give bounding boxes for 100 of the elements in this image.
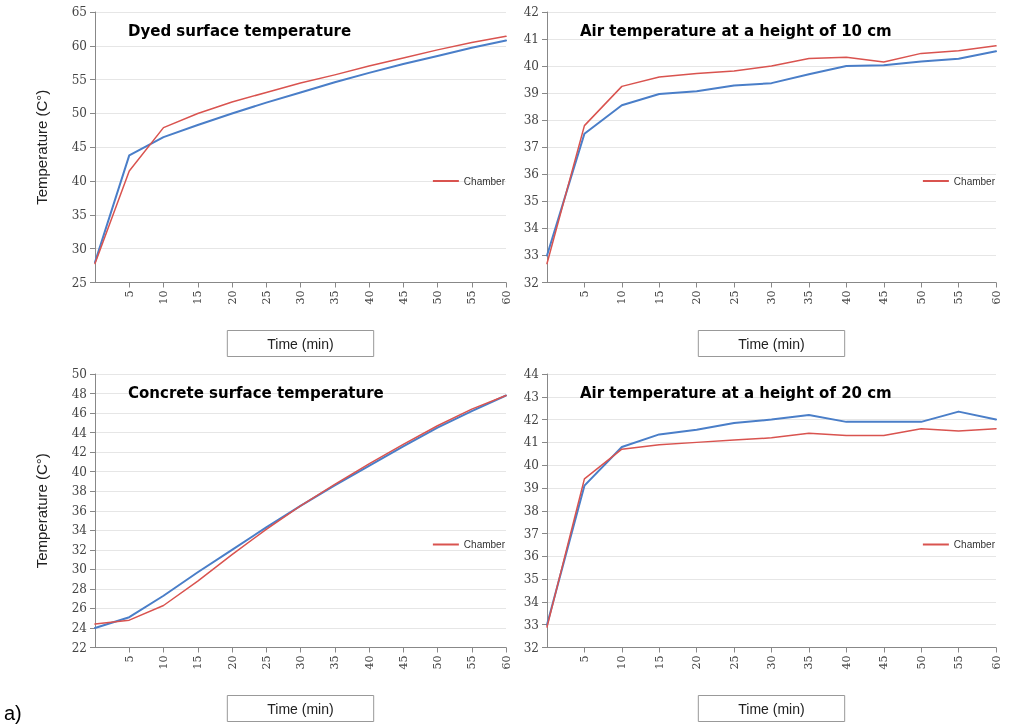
x-tick-label: 50 xyxy=(914,290,928,305)
x-tick-label: 55 xyxy=(952,655,966,670)
y-tick-label: 44 xyxy=(523,367,540,381)
x-tick-label: 30 xyxy=(765,655,778,670)
x-tick-label: 25 xyxy=(727,290,741,305)
y-tick-label: 33 xyxy=(523,617,539,632)
y-tick-label: 26 xyxy=(71,601,87,616)
y-axis-title: Temperature (C°) xyxy=(33,89,50,205)
y-tick-label: 30 xyxy=(71,562,87,577)
y-tick-label: 40 xyxy=(71,174,87,189)
x-tick-label: 25 xyxy=(727,655,741,670)
y-tick-label: 35 xyxy=(523,194,539,209)
x-tick-label: 25 xyxy=(259,655,273,670)
x-tick-label: 15 xyxy=(652,655,666,670)
x-tick-label: 5 xyxy=(122,290,136,298)
y-tick-label: 22 xyxy=(71,640,87,655)
y-tick-label: 50 xyxy=(71,106,87,121)
x-tick-label: 30 xyxy=(294,290,307,305)
x-axis-title: Time (min) xyxy=(267,700,334,717)
y-tick-label: 36 xyxy=(523,549,539,564)
x-tick-label: 45 xyxy=(396,290,410,305)
x-tick-label: 45 xyxy=(877,655,891,670)
x-tick-label: 5 xyxy=(122,655,136,663)
y-tick-label: 34 xyxy=(523,594,540,609)
x-tick-label: 25 xyxy=(259,290,273,305)
x-tick-label: 20 xyxy=(690,655,704,670)
x-tick-label: 60 xyxy=(499,290,513,305)
y-tick-label: 45 xyxy=(71,140,87,155)
x-tick-label: 35 xyxy=(802,655,816,670)
y-tick-label: 38 xyxy=(71,484,87,499)
y-tick-label: 37 xyxy=(523,526,539,541)
x-tick-label: 10 xyxy=(157,290,170,305)
y-tick-label: 34 xyxy=(523,221,540,236)
y-tick-label: 43 xyxy=(523,389,539,404)
y-tick-label: 38 xyxy=(523,503,539,518)
x-axis-title: Time (min) xyxy=(267,335,334,352)
y-tick-label: 42 xyxy=(523,5,539,19)
y-tick-label: 37 xyxy=(523,140,539,155)
x-tick-label: 10 xyxy=(615,290,629,305)
x-tick-label: 15 xyxy=(652,290,666,305)
x-tick-label: 20 xyxy=(690,290,704,305)
y-tick-label: 36 xyxy=(523,167,539,182)
y-tick-label: 65 xyxy=(71,5,87,19)
y-tick-label: 24 xyxy=(71,620,88,635)
y-tick-label: 41 xyxy=(523,435,539,450)
x-tick-label: 20 xyxy=(225,290,239,305)
y-tick-label: 48 xyxy=(71,386,87,401)
y-tick-label: 50 xyxy=(71,367,87,381)
y-tick-label: 44 xyxy=(71,425,88,440)
x-tick-label: 60 xyxy=(989,290,1003,305)
x-axis-title: Time (min) xyxy=(738,335,805,352)
y-tick-label: 34 xyxy=(71,523,88,538)
y-tick-label: 35 xyxy=(523,572,539,587)
y-tick-label: 32 xyxy=(523,275,539,290)
text: a) xyxy=(4,702,22,724)
x-tick-label: 5 xyxy=(577,655,591,663)
y-tick-label: 39 xyxy=(523,480,539,495)
y-tick-label: 32 xyxy=(71,542,87,557)
y-tick-label: 35 xyxy=(71,207,87,222)
y-tick-label: 32 xyxy=(523,640,539,655)
x-tick-label: 30 xyxy=(294,655,307,670)
y-tick-label: 33 xyxy=(523,248,539,263)
x-tick-label: 50 xyxy=(914,655,928,670)
text: Dyed surface temperature xyxy=(128,21,352,40)
x-tick-label: 30 xyxy=(765,290,778,305)
text: Air temperature at a height of 20 cm xyxy=(580,383,892,402)
text: Air temperature at a height of 10 cm xyxy=(580,21,892,40)
x-tick-label: 15 xyxy=(191,290,205,305)
x-tick-label: 10 xyxy=(615,655,629,670)
x-tick-label: 15 xyxy=(191,655,205,670)
y-tick-label: 42 xyxy=(71,445,87,460)
legend-label: Chamber xyxy=(463,539,506,550)
y-tick-label: 46 xyxy=(71,406,87,421)
x-tick-label: 50 xyxy=(431,290,444,305)
y-tick-label: 36 xyxy=(71,503,87,518)
x-tick-label: 55 xyxy=(465,655,479,670)
text: Concrete surface temperature xyxy=(128,383,384,402)
y-tick-label: 40 xyxy=(71,464,87,479)
x-tick-label: 40 xyxy=(362,290,376,305)
x-tick-label: 40 xyxy=(839,655,853,670)
y-tick-label: 40 xyxy=(523,59,539,74)
y-tick-label: 41 xyxy=(523,32,539,47)
legend-label: Chamber xyxy=(463,175,506,187)
x-tick-label: 55 xyxy=(465,290,479,305)
y-tick-label: 38 xyxy=(523,113,539,128)
x-tick-label: 40 xyxy=(362,655,376,670)
y-tick-label: 30 xyxy=(71,241,87,256)
x-tick-label: 20 xyxy=(225,655,239,670)
y-tick-label: 40 xyxy=(523,458,539,473)
x-tick-label: 60 xyxy=(499,655,513,670)
x-tick-label: 10 xyxy=(157,655,170,670)
y-axis-title: Temperature (C°) xyxy=(33,453,50,569)
x-tick-label: 55 xyxy=(952,290,966,305)
x-axis-title: Time (min) xyxy=(738,700,805,717)
x-tick-label: 5 xyxy=(577,290,591,298)
y-tick-label: 39 xyxy=(523,86,539,101)
y-tick-label: 55 xyxy=(71,72,87,87)
y-tick-label: 42 xyxy=(523,412,539,427)
x-tick-label: 35 xyxy=(802,290,816,305)
legend-label: Chamber xyxy=(953,539,996,550)
